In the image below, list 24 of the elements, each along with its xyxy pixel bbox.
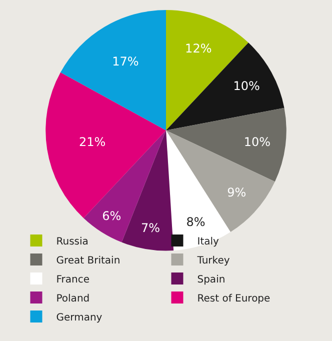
- data-label: 12%: [185, 42, 212, 56]
- legend-label: Spain: [197, 274, 226, 286]
- legend-label: Russia: [56, 236, 88, 248]
- pie-slice: [166, 130, 275, 232]
- legend-label: Rest of Europe: [197, 293, 270, 304]
- legend-label: France: [56, 274, 90, 286]
- data-label: 7%: [141, 220, 160, 235]
- data-label: 10%: [244, 134, 271, 149]
- pie-slice: [166, 42, 284, 130]
- pie-slice: [122, 130, 174, 251]
- data-label: 9%: [227, 186, 246, 200]
- legend-label: Germany: [56, 312, 102, 324]
- pie-slice: [46, 72, 166, 218]
- data-label: 17%: [112, 54, 139, 69]
- data-label: 21%: [78, 135, 106, 150]
- legend-label: Great Britain: [56, 255, 120, 266]
- pie-slice: [166, 108, 286, 182]
- pie-slice: [60, 10, 166, 130]
- legend-label: Italy: [197, 236, 220, 248]
- data-label: 6%: [102, 208, 122, 223]
- legend-label: Poland: [56, 293, 90, 304]
- data-label: 10%: [233, 79, 260, 94]
- data-label: 8%: [186, 215, 206, 230]
- legend-label: Turkey: [196, 255, 230, 266]
